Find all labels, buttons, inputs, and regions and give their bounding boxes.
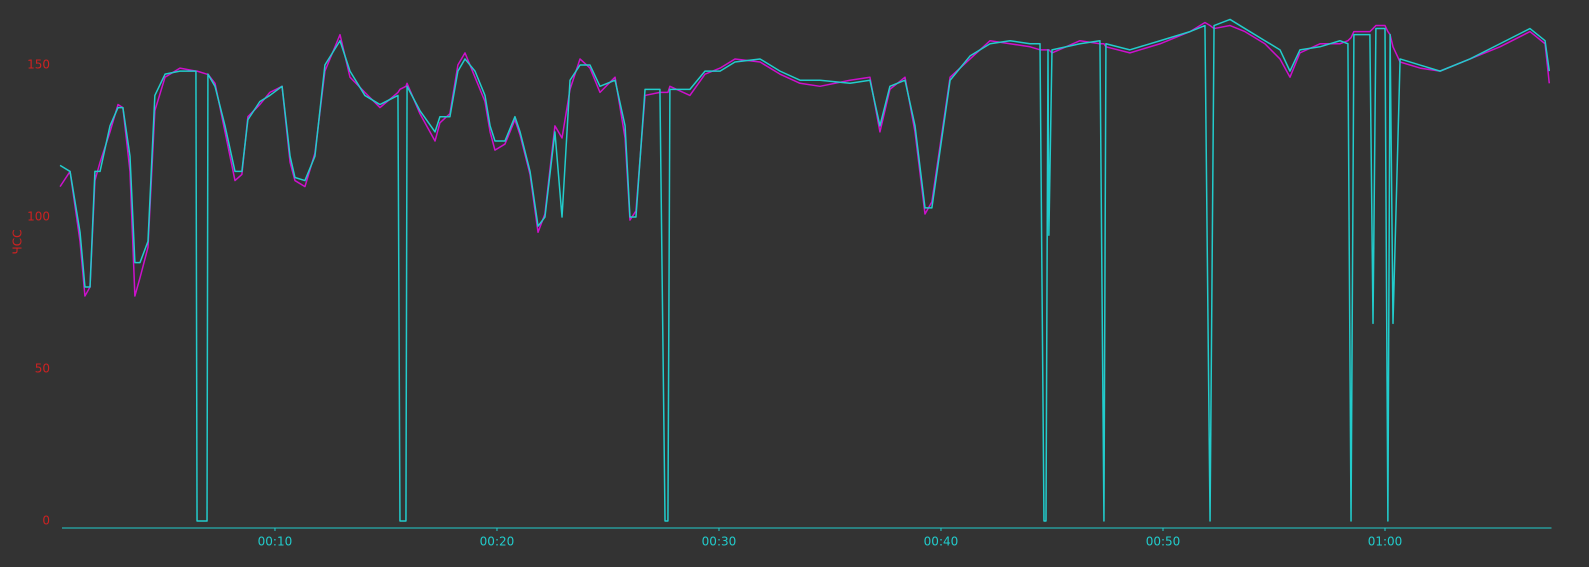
y-tick-label: 100 [27,210,50,224]
x-tick-label: 00:40 [924,535,959,549]
y-axis-label: ЧСС [11,230,25,255]
line-series [59,18,1551,522]
x-tick-label: 00:20 [480,535,515,549]
y-tick-label: 50 [35,362,50,376]
x-tick-label: 00:50 [1146,535,1181,549]
x-tick-label: 00:10 [258,535,293,549]
y-tick-label: 150 [27,58,50,72]
y-tick-label: 0 [42,514,50,528]
x-tick-label: 00:30 [702,535,737,549]
x-tick-label: 01:00 [1368,535,1403,549]
